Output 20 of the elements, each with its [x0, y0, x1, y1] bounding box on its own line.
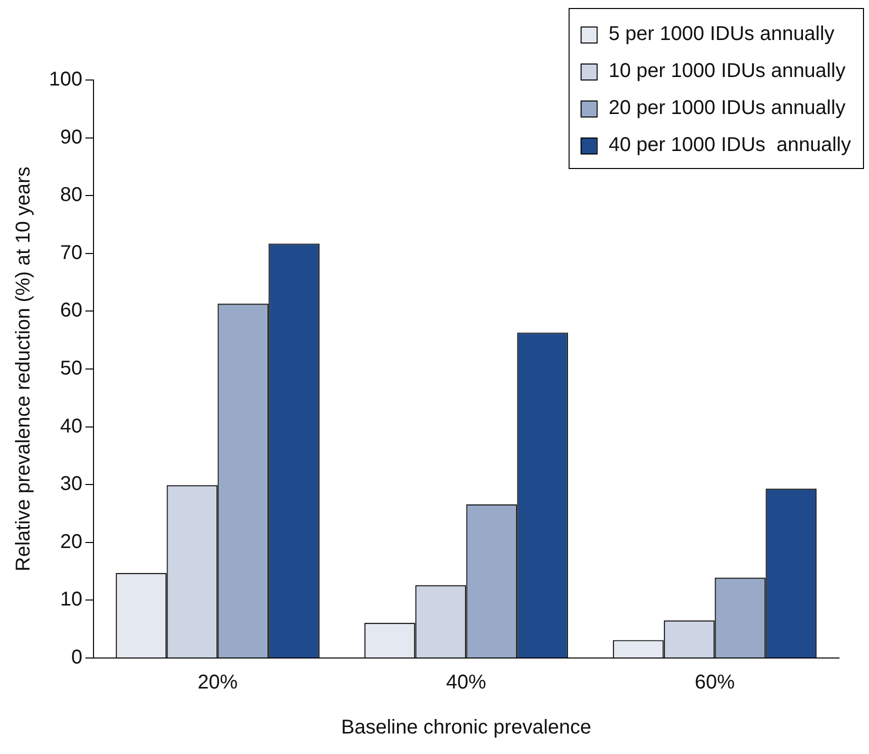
y-tick-label: 30 [60, 473, 82, 496]
legend-label: 20 per 1000 IDUs annually [608, 97, 846, 120]
x-tick-label: 40% [446, 672, 486, 694]
x-tick-label: 60% [694, 672, 735, 694]
y-tick-label: 80 [60, 184, 82, 206]
legend-label: 5 per 1000 IDUs annually [608, 23, 834, 46]
y-tick-label: 50 [60, 358, 82, 380]
y-tick-label: 60 [60, 300, 82, 322]
y-tick-label: 100 [48, 68, 82, 91]
y-tick-label: 40 [60, 415, 82, 438]
y-tick-label: 10 [60, 588, 82, 611]
legend-label: 10 per 1000 IDUs annually [608, 60, 846, 82]
y-tick-label: 70 [60, 242, 82, 264]
x-tick-label: 20% [198, 672, 238, 694]
y-tick-label: 90 [60, 126, 82, 148]
y-tick-label: 0 [71, 646, 82, 669]
x-axis-title: Baseline chronic prevalence [341, 716, 592, 739]
legend-label: 40 per 1000 IDUs annually [608, 134, 851, 156]
y-axis-title: Relative prevalence reduction (%) at 10 years [12, 166, 35, 572]
y-tick-label: 20 [60, 530, 82, 553]
